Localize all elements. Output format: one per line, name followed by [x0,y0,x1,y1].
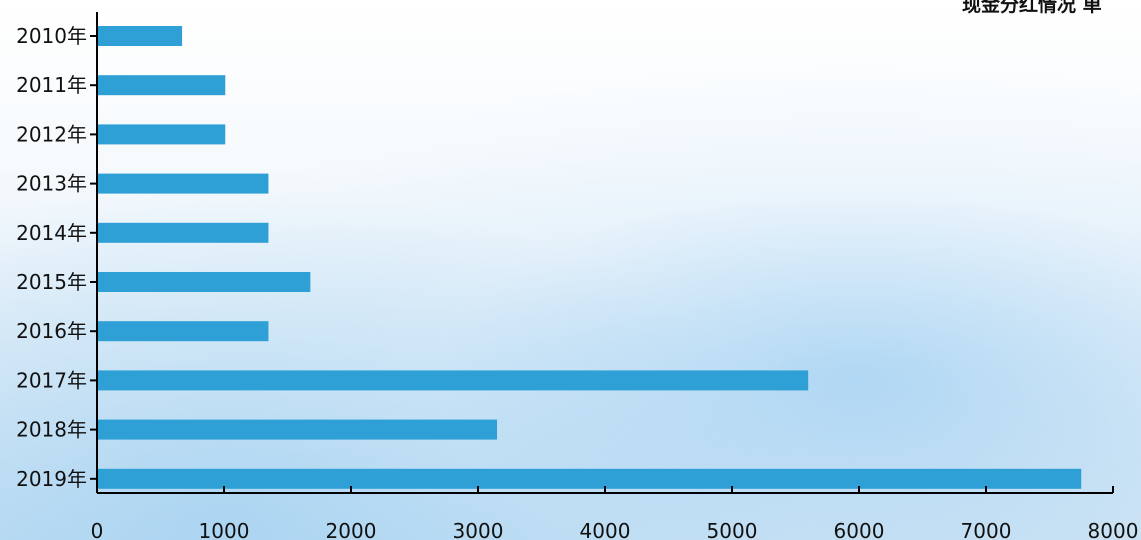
x-tick-label: 5000 [707,519,758,540]
y-tick-label: 2019年 [16,467,87,491]
bar-2017年 [98,370,809,391]
bar-2010年 [98,26,183,46]
x-tick-label: 0 [91,519,104,540]
x-tick-label: 6000 [834,519,885,540]
chart-title: 现金分红情况 单 [962,0,1102,16]
y-tick-label: 2017年 [16,368,87,392]
bar-2013年 [98,173,269,194]
y-tick-label: 2015年 [16,270,87,294]
bar-2019年 [98,468,1082,489]
bar-2012年 [98,124,226,145]
axis-group [90,12,1114,494]
bar-2015年 [98,272,311,292]
y-tick-label: 2010年 [16,24,87,48]
bars-group [98,26,1082,489]
y-tick-label: 2012年 [16,122,87,146]
bar-2016年 [98,321,269,342]
bar-2018年 [98,419,498,440]
x-tick-label: 2000 [326,519,377,540]
bar-2014年 [98,222,269,243]
x-tick-label: 8000 [1088,519,1139,540]
x-tick-label: 1000 [199,519,250,540]
x-tick-label: 3000 [453,519,504,540]
y-tick-label: 2018年 [16,418,87,442]
y-tick-label: 2016年 [16,319,87,343]
y-tick-label: 2011年 [16,73,87,97]
x-tick-label: 4000 [580,519,631,540]
y-tick-label: 2014年 [16,221,87,245]
labels-group: 2010年 2011年 2012年 2013年 2014年 2015年 2016年 2017年… [16,24,1138,540]
x-tick-label: 7000 [961,519,1012,540]
y-tick-label: 2013年 [16,172,87,196]
bar-2011年 [98,75,226,96]
